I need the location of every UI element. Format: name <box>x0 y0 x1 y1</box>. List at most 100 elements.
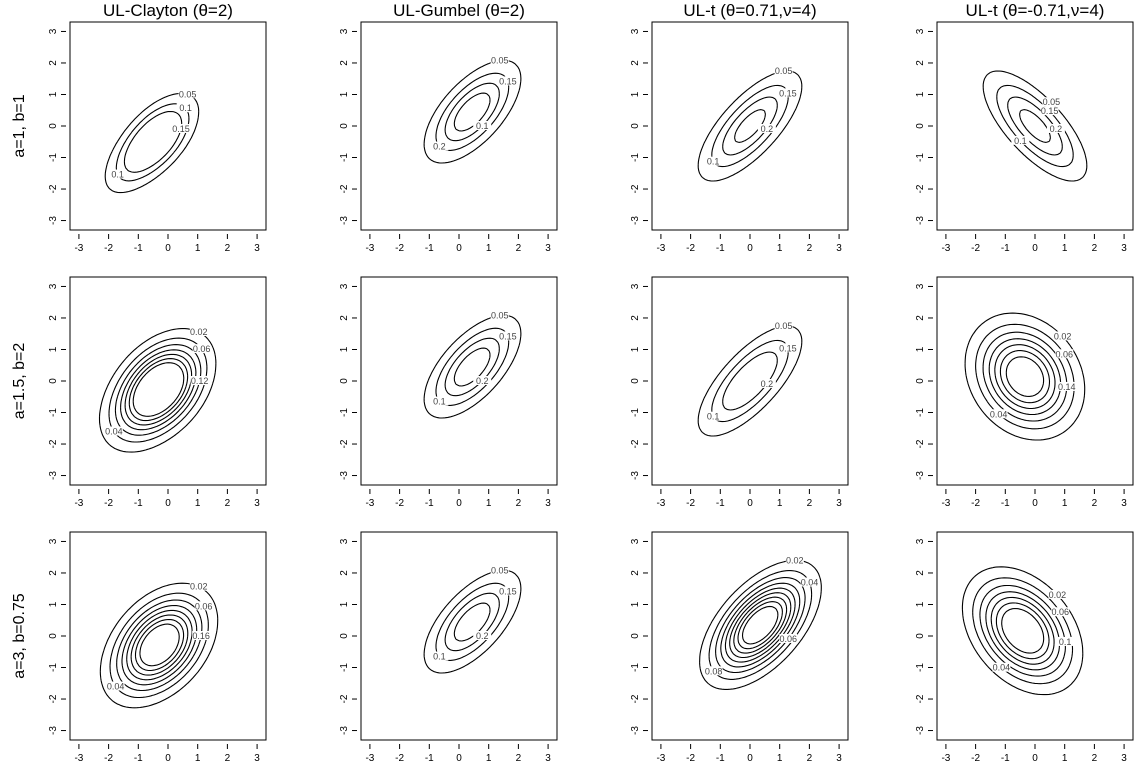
x-tick-label: -1 <box>1001 498 1010 509</box>
contour-level-label: 0.2 <box>761 124 774 134</box>
x-tick-label: -3 <box>365 753 374 764</box>
contour-label-bg <box>490 310 509 320</box>
y-tick-label: 0 <box>339 123 350 129</box>
y-tick-label: 0 <box>48 123 59 129</box>
x-tick-label: -2 <box>686 498 695 509</box>
contour-label-bg <box>779 633 798 643</box>
x-tick-label: 1 <box>1062 243 1068 254</box>
x-tick-label: 1 <box>777 498 783 509</box>
contour-line <box>715 577 806 674</box>
contour-label-bg <box>194 601 213 611</box>
x-tick-label: 2 <box>225 753 231 764</box>
contour-level-label: 0.06 <box>1051 607 1069 617</box>
contour-line <box>988 338 1062 416</box>
x-tick-label: -2 <box>971 753 980 764</box>
contour-label-bg <box>1048 589 1067 599</box>
y-tick-label: -1 <box>48 663 59 672</box>
contour-level-label: 0.04 <box>105 427 123 437</box>
y-tick-label: 3 <box>630 28 641 34</box>
x-tick-label: 1 <box>777 753 783 764</box>
contour-label-bg <box>490 565 509 575</box>
contour-level-label: 0.06 <box>1056 349 1074 359</box>
contour-level-label: 0.06 <box>195 601 213 611</box>
contour-label-bg <box>473 631 492 640</box>
y-tick-label: -1 <box>339 408 350 417</box>
contour-label-bg <box>189 327 208 337</box>
contour-line <box>1019 109 1051 143</box>
y-tick-label: 3 <box>48 283 59 289</box>
contour-level-label: 0.04 <box>993 663 1011 673</box>
contour-level-label: 0.1 <box>707 157 720 167</box>
contour-level-label: 0.2 <box>476 631 489 641</box>
contour-label-bg <box>774 321 793 331</box>
x-tick-label: 0 <box>165 243 171 254</box>
y-tick-label: -3 <box>339 216 350 225</box>
y-tick-label: 3 <box>339 28 350 34</box>
y-tick-label: -1 <box>915 408 926 417</box>
contour-level-label: 0.05 <box>491 56 509 66</box>
contour-line <box>711 84 789 168</box>
x-tick-label: -3 <box>941 753 950 764</box>
y-tick-label: 0 <box>915 378 926 384</box>
y-tick-label: 3 <box>915 538 926 544</box>
x-tick-label: 3 <box>545 243 551 254</box>
column-title: UL-Clayton (θ=2) <box>103 1 233 20</box>
x-tick-label: 3 <box>254 753 260 764</box>
contour-line <box>116 599 203 692</box>
contour-label-bg <box>171 123 190 133</box>
y-tick-label: -2 <box>915 184 926 193</box>
y-tick-label: 1 <box>48 346 59 352</box>
y-tick-label: 2 <box>339 60 350 66</box>
contour-level-label: 0.16 <box>192 631 210 641</box>
x-tick-label: -1 <box>425 243 434 254</box>
contour-label-bg <box>757 123 776 133</box>
contour-line <box>964 312 1086 441</box>
contour-label-bg <box>178 89 197 99</box>
y-tick-label: -3 <box>915 471 926 480</box>
contour-line <box>435 582 510 661</box>
x-tick-label: -3 <box>656 498 665 509</box>
x-tick-label: -3 <box>365 243 374 254</box>
contour-line <box>134 618 185 672</box>
x-tick-label: 3 <box>1121 498 1127 509</box>
y-tick-label: 1 <box>915 91 926 97</box>
panel-frame <box>69 276 267 486</box>
panel-frame <box>69 21 267 231</box>
y-tick-label: 3 <box>630 283 641 289</box>
contour-level-label: 0.1 <box>179 103 192 113</box>
y-tick-label: 2 <box>339 315 350 321</box>
y-tick-label: 1 <box>48 601 59 607</box>
contour-level-label: 0.1 <box>433 652 446 662</box>
x-tick-label: 0 <box>1032 243 1038 254</box>
contour-line <box>711 339 789 423</box>
contour-label-bg <box>192 631 211 640</box>
contour-level-label: 0.12 <box>191 376 209 386</box>
y-tick-label: -1 <box>915 663 926 672</box>
y-tick-label: 0 <box>915 633 926 639</box>
contour-line <box>121 604 198 686</box>
y-tick-label: 2 <box>339 570 350 576</box>
contour-line <box>444 337 500 397</box>
x-tick-label: 3 <box>836 753 842 764</box>
y-tick-label: 0 <box>630 123 641 129</box>
contour-group <box>961 566 1084 696</box>
panel-frame <box>360 21 558 231</box>
contour-label-bg <box>1057 381 1076 391</box>
y-tick-label: 2 <box>48 570 59 576</box>
contour-level-label: 0.15 <box>779 88 797 98</box>
row-label: a=1.5, b=2 <box>11 343 28 420</box>
x-tick-label: 0 <box>747 498 753 509</box>
y-tick-label: 2 <box>630 60 641 66</box>
contour-label-bg <box>1040 106 1059 116</box>
contour-line <box>123 110 183 173</box>
contour-level-label: 0.06 <box>193 344 211 354</box>
contour-line <box>124 353 193 426</box>
contour-level-label: 0.15 <box>499 586 517 596</box>
y-tick-label: 1 <box>630 601 641 607</box>
panel-frame <box>651 531 849 741</box>
contour-label-bg <box>1055 349 1074 359</box>
contour-level-label: 0.02 <box>190 327 208 337</box>
y-tick-label: 0 <box>630 378 641 384</box>
y-tick-label: -2 <box>48 694 59 703</box>
